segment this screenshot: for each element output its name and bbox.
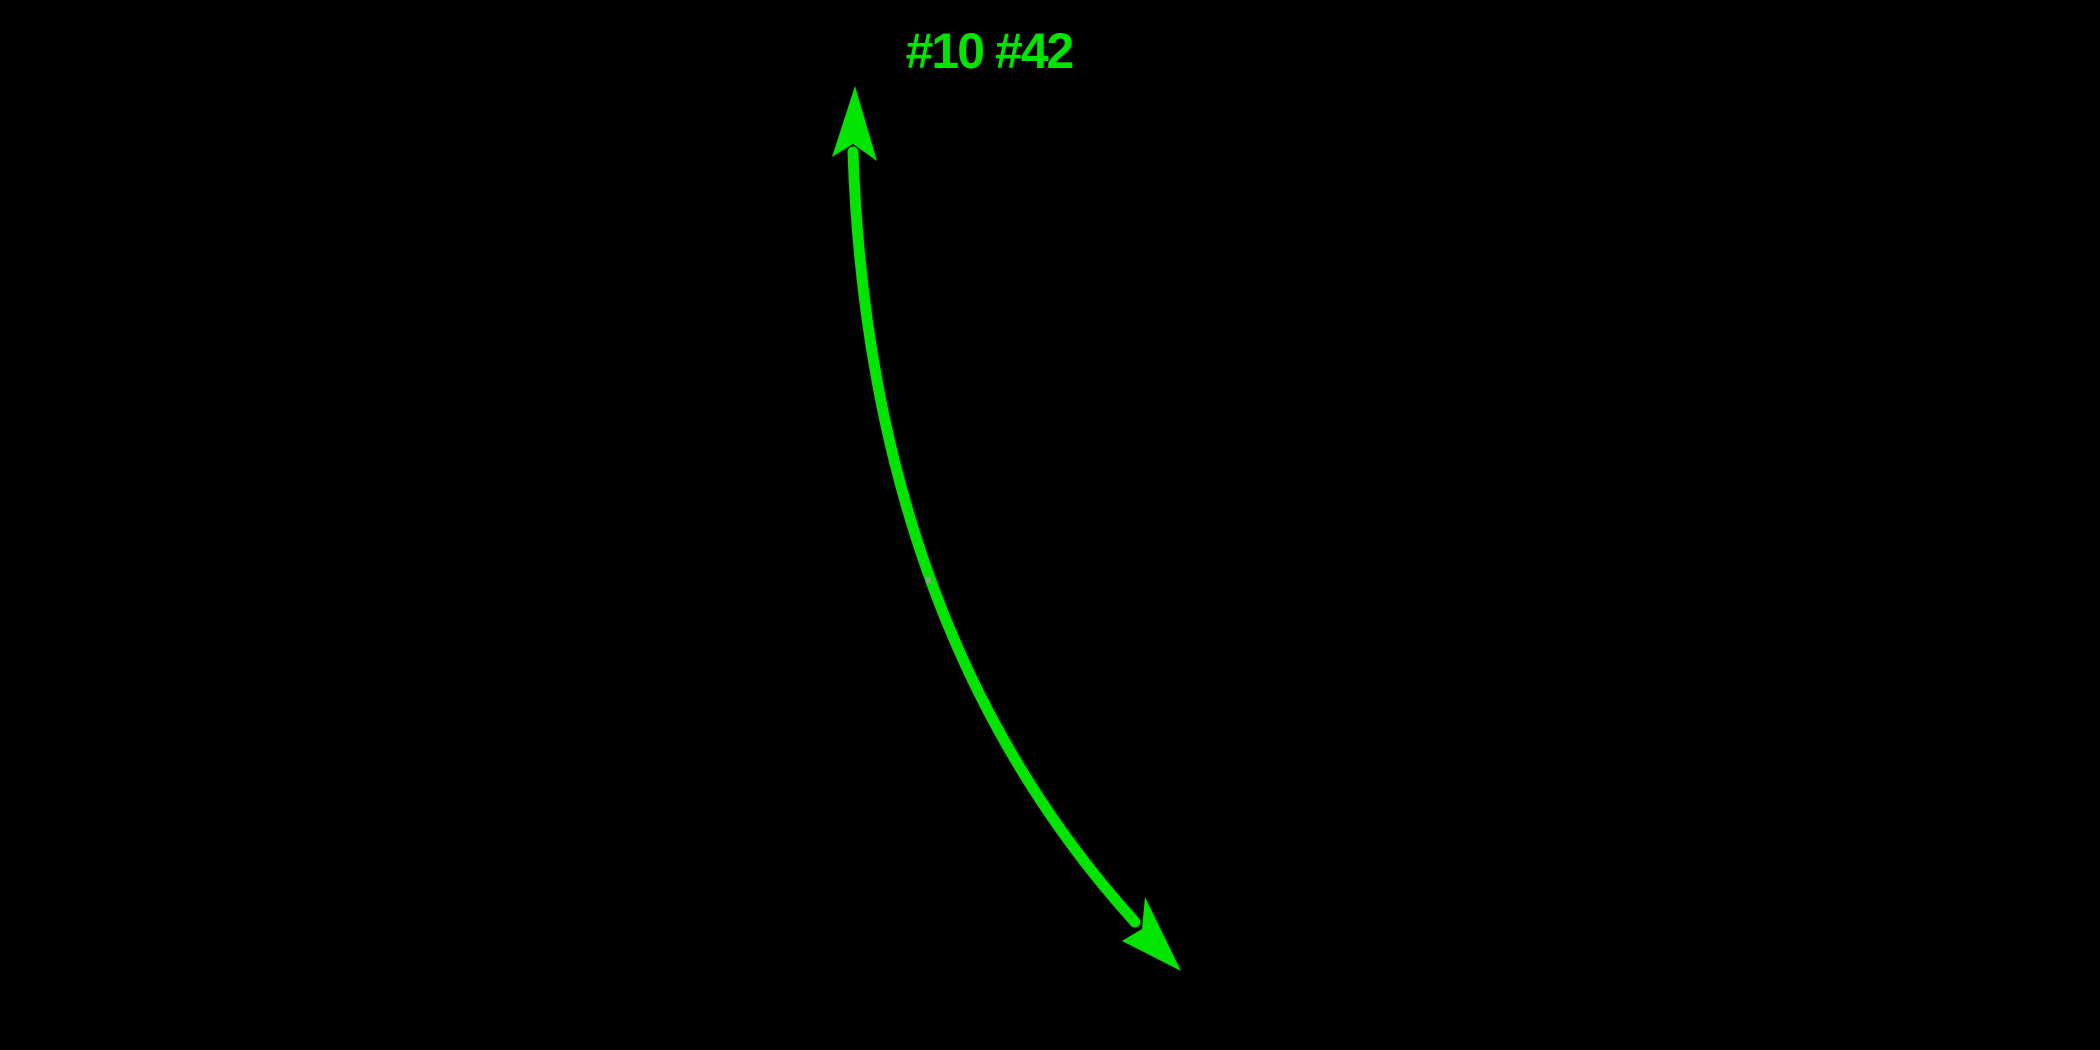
arrow-shaft — [847, 146, 1141, 928]
arrow-label: #10 #42 — [906, 23, 1073, 79]
arrowhead-up-icon — [832, 86, 877, 161]
arrowhead-down-right-icon — [1122, 897, 1181, 971]
pixel-speck-artifact — [926, 577, 931, 583]
